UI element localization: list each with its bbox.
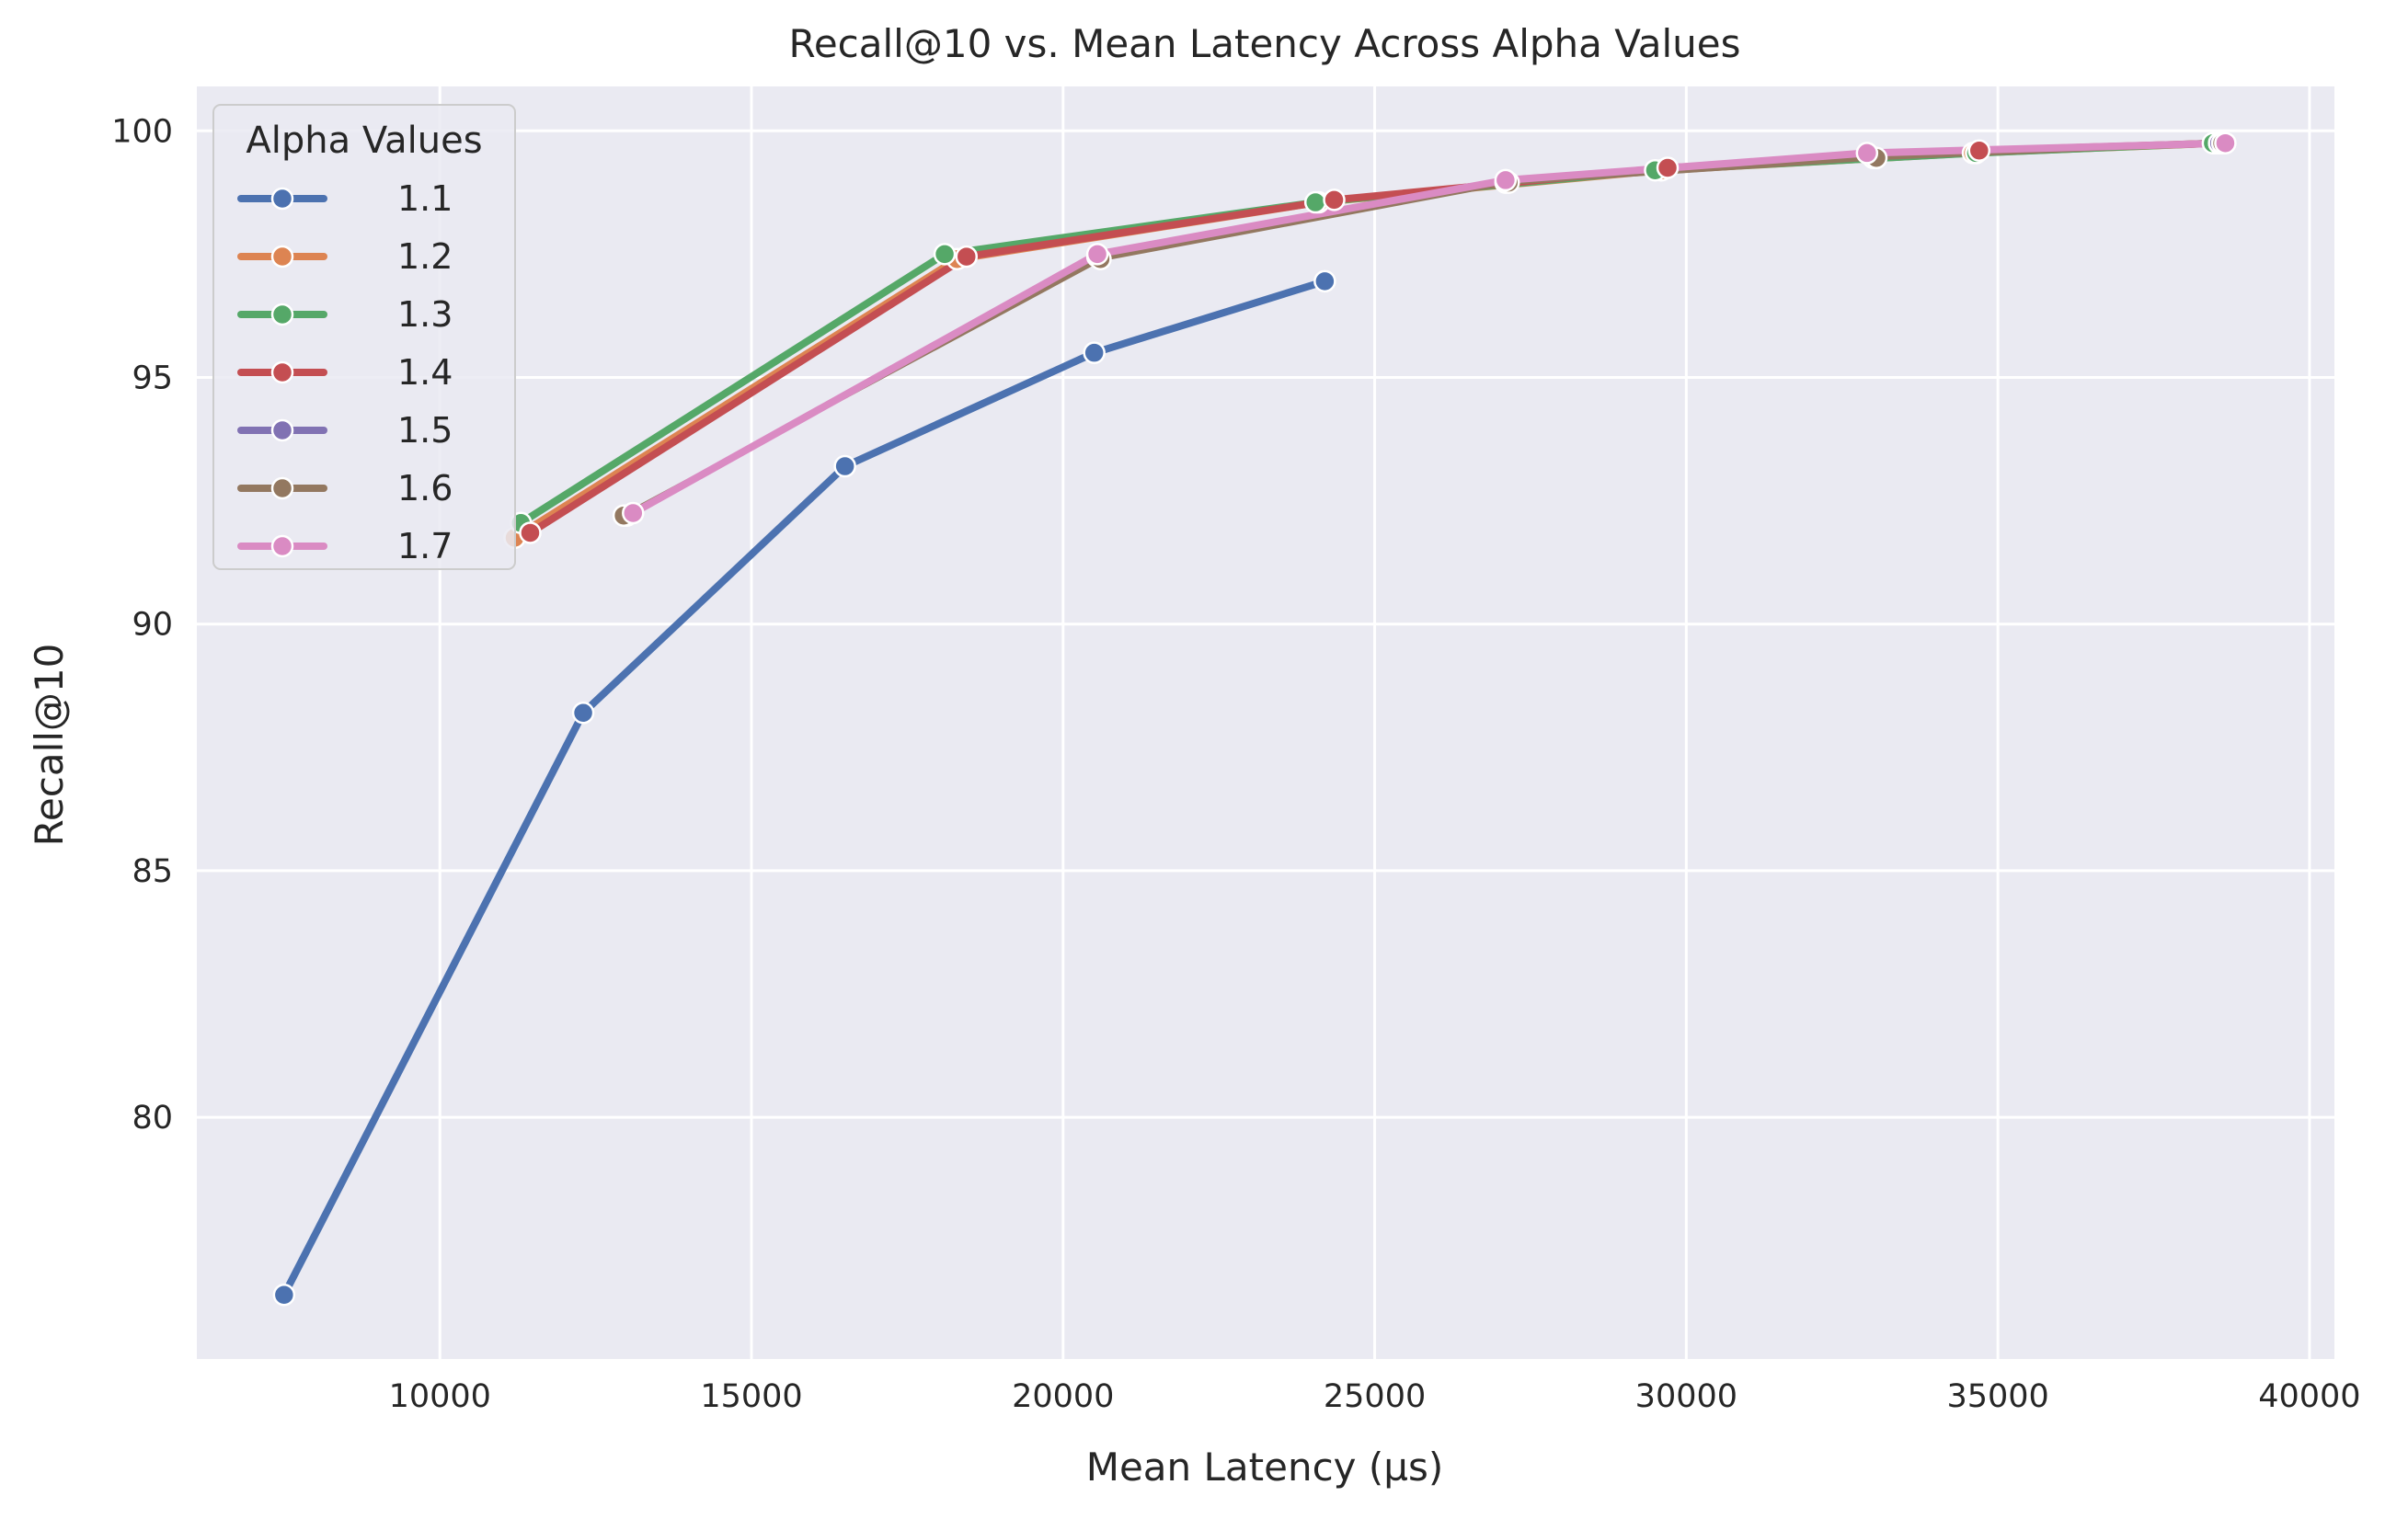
legend-swatch-marker <box>270 245 294 268</box>
x-tick-label: 40000 <box>2258 1378 2360 1415</box>
x-tick-label: 20000 <box>1012 1378 1114 1415</box>
legend-swatch-marker <box>270 303 294 326</box>
data-point-1-4 <box>1967 139 1991 162</box>
legend-swatch-marker <box>270 360 294 384</box>
x-tick-label: 15000 <box>700 1378 802 1415</box>
x-axis-title: Mean Latency (µs) <box>1086 1445 1444 1490</box>
data-point-1-1 <box>1083 341 1106 364</box>
legend-box <box>212 104 516 570</box>
data-point-1-1 <box>571 702 595 725</box>
legend-swatch-marker <box>270 476 294 500</box>
data-point-1-7 <box>2214 131 2237 154</box>
legend-label: 1.7 <box>397 526 453 566</box>
data-point-1-7 <box>1494 168 1518 192</box>
x-axis-ticks: 10000 15000 20000 25000 30000 35000 40000 <box>389 1378 2361 1415</box>
chart-title: Recall@10 vs. Mean Latency Across Alpha … <box>789 21 1741 66</box>
y-tick-label: 100 <box>111 113 173 150</box>
data-point-1-3 <box>933 243 957 266</box>
data-point-1-3 <box>1303 190 1327 214</box>
legend-label: 1.6 <box>397 468 453 508</box>
plot-area <box>197 86 2334 1359</box>
y-tick-label: 95 <box>132 360 173 396</box>
y-tick-label: 80 <box>132 1100 173 1136</box>
data-point-1-1 <box>272 1284 296 1307</box>
data-point-1-1 <box>833 454 856 478</box>
legend-label: 1.5 <box>397 410 453 451</box>
y-tick-label: 85 <box>132 853 173 890</box>
y-axis-ticks: 80 85 90 95 100 <box>111 113 173 1136</box>
data-point-1-1 <box>1313 269 1336 293</box>
series-markers <box>272 131 2237 1307</box>
legend-swatch-marker <box>270 418 294 442</box>
legend-label: 1.4 <box>397 352 453 393</box>
legend-label: 1.1 <box>397 178 453 219</box>
x-tick-label: 30000 <box>1635 1378 1737 1415</box>
data-point-1-4 <box>1323 188 1346 211</box>
x-tick-label: 25000 <box>1324 1378 1426 1415</box>
data-point-1-4 <box>519 521 542 544</box>
data-point-1-7 <box>1855 142 1879 165</box>
legend-swatch-marker <box>270 534 294 558</box>
data-point-1-7 <box>622 501 645 525</box>
legend-swatch-marker <box>270 187 294 211</box>
data-point-1-4 <box>955 245 979 268</box>
data-point-1-4 <box>1656 156 1680 179</box>
legend-label: 1.2 <box>397 236 453 277</box>
data-point-1-7 <box>1085 243 1109 266</box>
y-tick-label: 90 <box>132 607 173 644</box>
x-tick-label: 35000 <box>1946 1378 2048 1415</box>
grid-lines <box>197 86 2334 1359</box>
legend-title: Alpha Values <box>246 120 482 162</box>
y-axis-title: Recall@10 <box>27 644 72 847</box>
legend-label: 1.3 <box>397 294 453 335</box>
x-tick-label: 10000 <box>389 1378 491 1415</box>
legend: Alpha Values 1.1 1.2 1.3 1.4 1.5 1.6 1.7 <box>212 104 516 570</box>
